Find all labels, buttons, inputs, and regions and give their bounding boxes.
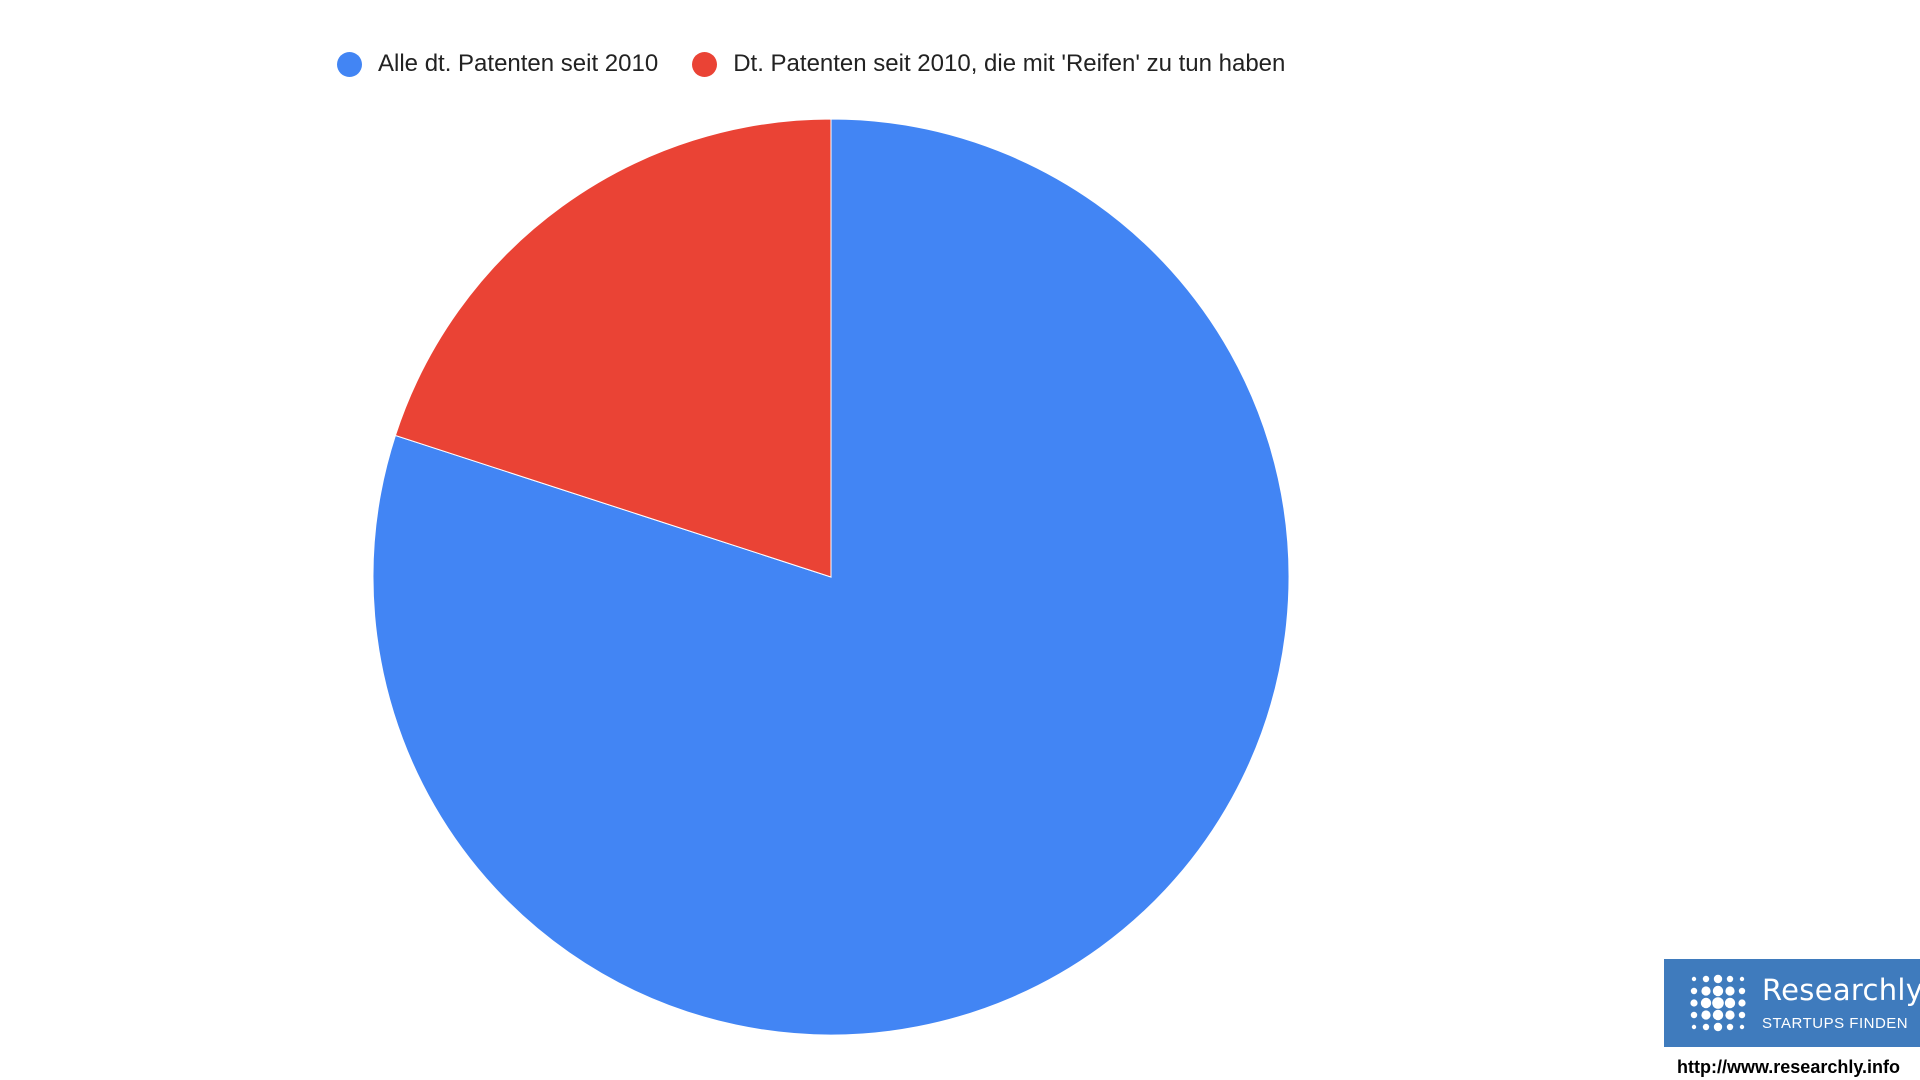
logo-dot [1725, 998, 1735, 1008]
logo-dot [1713, 986, 1723, 996]
logo-tagline: STARTUPS FINDEN [1762, 1015, 1908, 1032]
dot-grid-logo-icon [1688, 973, 1748, 1033]
researchly-logo: Researchly STARTUPS FINDEN [1664, 959, 1920, 1047]
logo-dot [1692, 1025, 1696, 1029]
logo-dot [1725, 986, 1734, 995]
logo-dot [1712, 997, 1724, 1009]
logo-dot [1701, 1010, 1710, 1019]
logo-dot [1701, 986, 1710, 995]
logo-dot [1727, 1024, 1733, 1030]
logo-dot [1703, 976, 1709, 982]
logo-dot [1738, 999, 1745, 1006]
logo-dot [1691, 1012, 1697, 1018]
logo-dot [1691, 988, 1697, 994]
logo-dot [1701, 998, 1711, 1008]
logo-dot [1713, 1010, 1723, 1020]
logo-dot [1714, 1023, 1722, 1031]
logo-name: Researchly [1762, 973, 1920, 1007]
logo-dot [1714, 975, 1722, 983]
logo-dot [1690, 999, 1697, 1006]
logo-dot [1740, 977, 1744, 981]
logo-dot [1740, 1025, 1744, 1029]
logo-dot [1725, 1010, 1734, 1019]
logo-dot [1739, 1012, 1745, 1018]
logo-dot [1727, 976, 1733, 982]
logo-dot [1739, 988, 1745, 994]
logo-dot [1703, 1024, 1709, 1030]
logo-dot [1692, 977, 1696, 981]
source-url: http://www.researchly.info [1666, 1057, 1900, 1078]
